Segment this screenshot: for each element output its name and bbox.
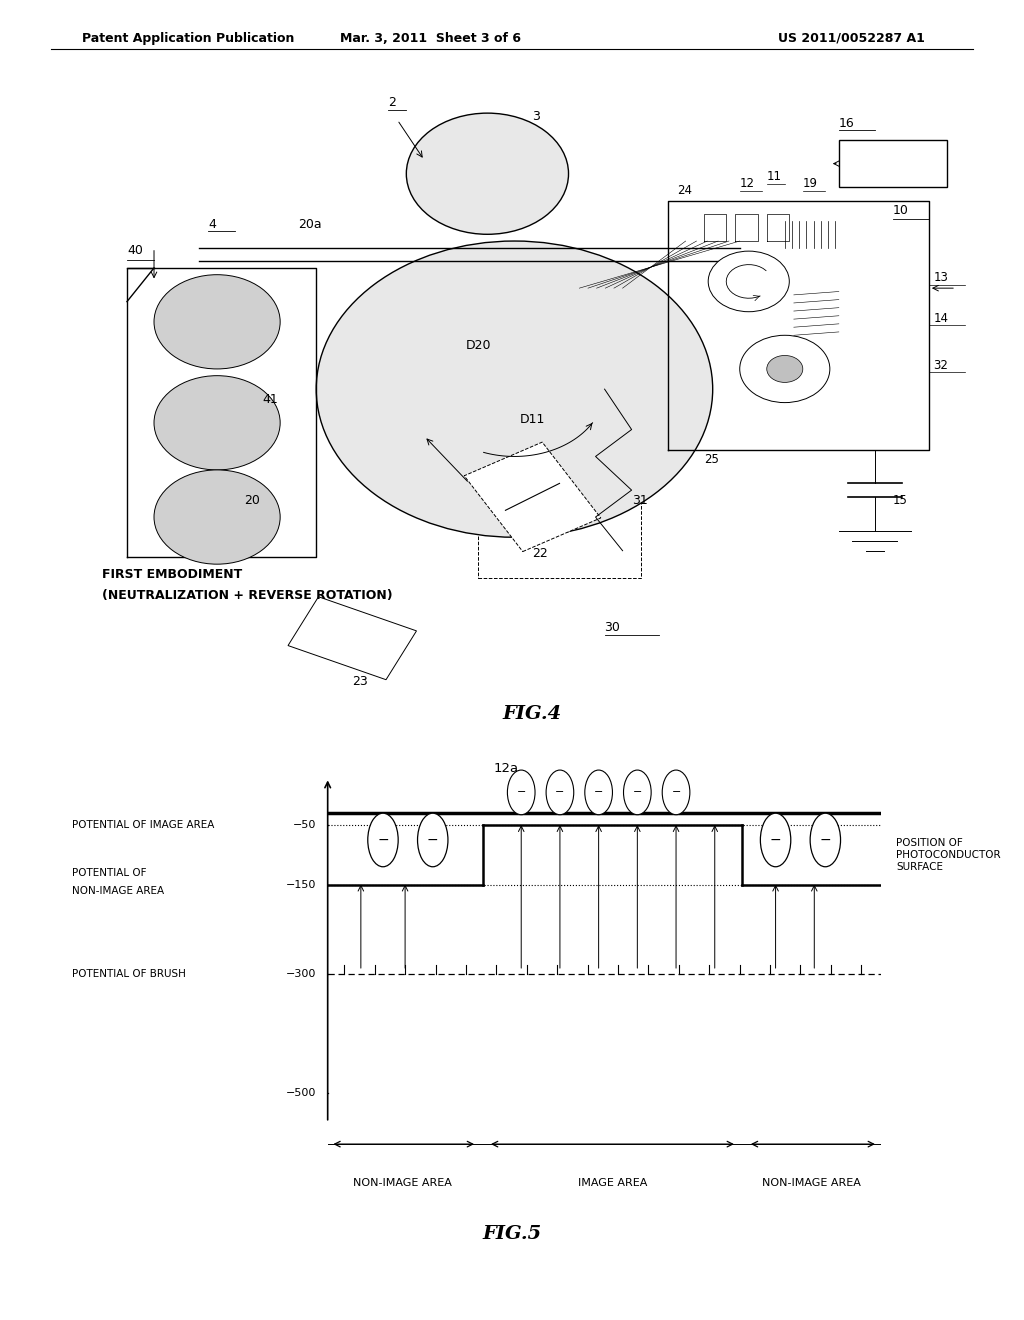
- Text: 10: 10: [893, 205, 909, 216]
- Ellipse shape: [624, 770, 651, 814]
- Text: −: −: [555, 787, 564, 797]
- Bar: [839, 140, 947, 187]
- Circle shape: [154, 376, 281, 470]
- Ellipse shape: [585, 770, 612, 814]
- Text: 12: 12: [739, 177, 755, 190]
- Circle shape: [154, 275, 281, 370]
- Text: 31: 31: [632, 494, 647, 507]
- Ellipse shape: [508, 770, 535, 814]
- Text: −: −: [672, 787, 681, 797]
- Text: POTENTIAL OF: POTENTIAL OF: [72, 867, 146, 878]
- Text: D20: D20: [466, 339, 492, 351]
- Text: 13: 13: [934, 272, 948, 284]
- Text: −150: −150: [287, 879, 316, 890]
- Ellipse shape: [810, 813, 841, 867]
- Text: −500: −500: [287, 1088, 316, 1098]
- Text: 15: 15: [893, 494, 908, 507]
- Circle shape: [709, 251, 790, 312]
- Text: POTENTIAL OF IMAGE AREA: POTENTIAL OF IMAGE AREA: [72, 820, 214, 830]
- Polygon shape: [464, 442, 601, 552]
- Text: D11: D11: [520, 413, 545, 426]
- Text: FIRST EMBODIMENT: FIRST EMBODIMENT: [102, 568, 243, 581]
- Text: 2: 2: [388, 96, 396, 110]
- Text: 3: 3: [532, 110, 541, 123]
- Text: 14: 14: [934, 312, 948, 325]
- Text: 19: 19: [803, 177, 818, 190]
- Bar: [478, 416, 641, 578]
- Text: FIG.4: FIG.4: [503, 705, 562, 723]
- Text: 4: 4: [208, 218, 216, 231]
- Circle shape: [154, 470, 281, 564]
- Text: NON-IMAGE AREA: NON-IMAGE AREA: [353, 1177, 452, 1188]
- Text: 16: 16: [839, 116, 855, 129]
- Text: 20: 20: [244, 494, 260, 507]
- Text: 23: 23: [352, 676, 368, 688]
- Ellipse shape: [418, 813, 447, 867]
- Text: 12a: 12a: [494, 762, 519, 775]
- Text: −50: −50: [293, 820, 316, 830]
- Text: POSITION OF: POSITION OF: [896, 838, 963, 847]
- Ellipse shape: [368, 813, 398, 867]
- Text: SURFACE: SURFACE: [896, 862, 943, 871]
- Text: −: −: [427, 833, 438, 847]
- Text: POTENTIAL OF BRUSH: POTENTIAL OF BRUSH: [72, 969, 185, 979]
- Text: 41: 41: [262, 392, 278, 405]
- Text: −: −: [377, 833, 389, 847]
- Ellipse shape: [546, 770, 573, 814]
- Text: 22: 22: [532, 548, 548, 561]
- Text: 24: 24: [677, 183, 691, 197]
- Text: −: −: [594, 787, 603, 797]
- Ellipse shape: [663, 770, 690, 814]
- Text: −300: −300: [287, 969, 316, 979]
- Text: 20a: 20a: [298, 218, 322, 231]
- Text: −: −: [819, 833, 831, 847]
- Text: Patent Application Publication: Patent Application Publication: [82, 32, 294, 45]
- Text: 30: 30: [604, 622, 621, 635]
- Text: 40: 40: [127, 244, 143, 257]
- Circle shape: [407, 114, 568, 235]
- Text: FIG.5: FIG.5: [482, 1225, 542, 1243]
- Circle shape: [316, 242, 713, 537]
- Ellipse shape: [761, 813, 791, 867]
- Text: IMAGE AREA: IMAGE AREA: [578, 1177, 647, 1188]
- Text: −: −: [516, 787, 526, 797]
- Text: 25: 25: [703, 453, 719, 466]
- Text: PHOTOCONDUCTOR: PHOTOCONDUCTOR: [896, 850, 1000, 859]
- Text: US 2011/0052287 A1: US 2011/0052287 A1: [778, 32, 925, 45]
- Text: −: −: [633, 787, 642, 797]
- Text: (NEUTRALIZATION + REVERSE ROTATION): (NEUTRALIZATION + REVERSE ROTATION): [102, 589, 393, 602]
- Circle shape: [767, 355, 803, 383]
- Text: Mar. 3, 2011  Sheet 3 of 6: Mar. 3, 2011 Sheet 3 of 6: [340, 32, 520, 45]
- Text: 11: 11: [767, 170, 781, 183]
- Text: NON-IMAGE AREA: NON-IMAGE AREA: [762, 1177, 861, 1188]
- Text: 32: 32: [934, 359, 948, 372]
- Text: −: −: [770, 833, 781, 847]
- Circle shape: [739, 335, 829, 403]
- Text: NON-IMAGE AREA: NON-IMAGE AREA: [72, 886, 164, 895]
- Polygon shape: [288, 597, 417, 680]
